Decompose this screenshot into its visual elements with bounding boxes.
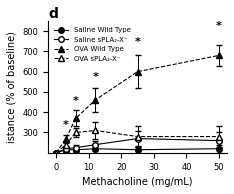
Text: d: d [48,7,58,21]
Text: *: * [216,21,222,31]
Legend: Saline Wild Type, Saline sPLA₂-X⁻, OVA Wild Type, OVA sPLA₂-X⁻: Saline Wild Type, Saline sPLA₂-X⁻, OVA W… [51,24,133,64]
Text: *: * [135,37,140,47]
Y-axis label: istance (% of baseline): istance (% of baseline) [7,31,17,143]
X-axis label: Methacholine (mg/mL): Methacholine (mg/mL) [82,177,193,187]
Text: *: * [63,120,69,131]
Text: *: * [92,72,98,82]
Text: *: * [73,96,79,106]
